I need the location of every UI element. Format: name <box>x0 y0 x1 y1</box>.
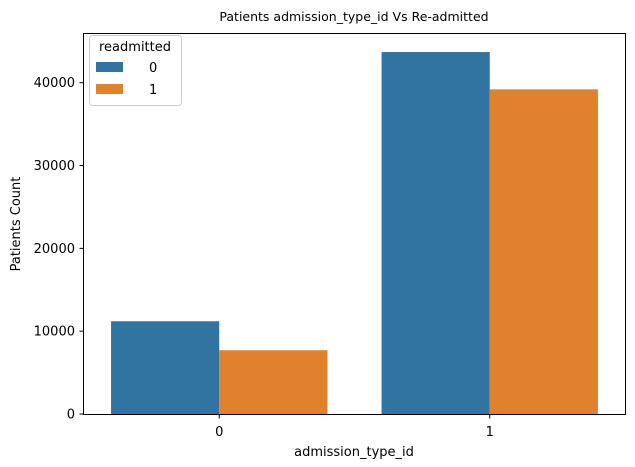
x-axis-label: admission_type_id <box>294 445 414 460</box>
bars-group <box>111 52 598 415</box>
y-axis: 0 10000 20000 30000 40000 <box>34 76 84 423</box>
chart-title: Patients admission_type_id Vs Re-admitte… <box>219 9 488 24</box>
legend-title: readmitted <box>99 40 171 55</box>
legend-swatch-1 <box>96 84 123 94</box>
legend-label-0: 0 <box>149 61 157 76</box>
bar-cat0-series0 <box>111 321 220 414</box>
x-tick-label: 0 <box>215 425 223 440</box>
bar-cat0-series1 <box>219 350 328 414</box>
bar-cat1-series0 <box>381 52 490 415</box>
legend: readmitted 0 1 <box>89 35 182 106</box>
x-tick-label: 1 <box>486 425 494 440</box>
legend-label-1: 1 <box>149 83 157 98</box>
legend-swatch-0 <box>96 62 123 72</box>
y-tick-label: 0 <box>67 408 75 423</box>
y-tick-label: 20000 <box>34 242 75 257</box>
y-axis-label: Patients Count <box>9 177 24 272</box>
y-tick-label: 30000 <box>34 159 75 174</box>
y-tick-label: 40000 <box>34 76 75 91</box>
bar-cat1-series1 <box>489 89 598 414</box>
plot-frame <box>83 33 626 415</box>
y-tick-label: 10000 <box>34 325 75 340</box>
